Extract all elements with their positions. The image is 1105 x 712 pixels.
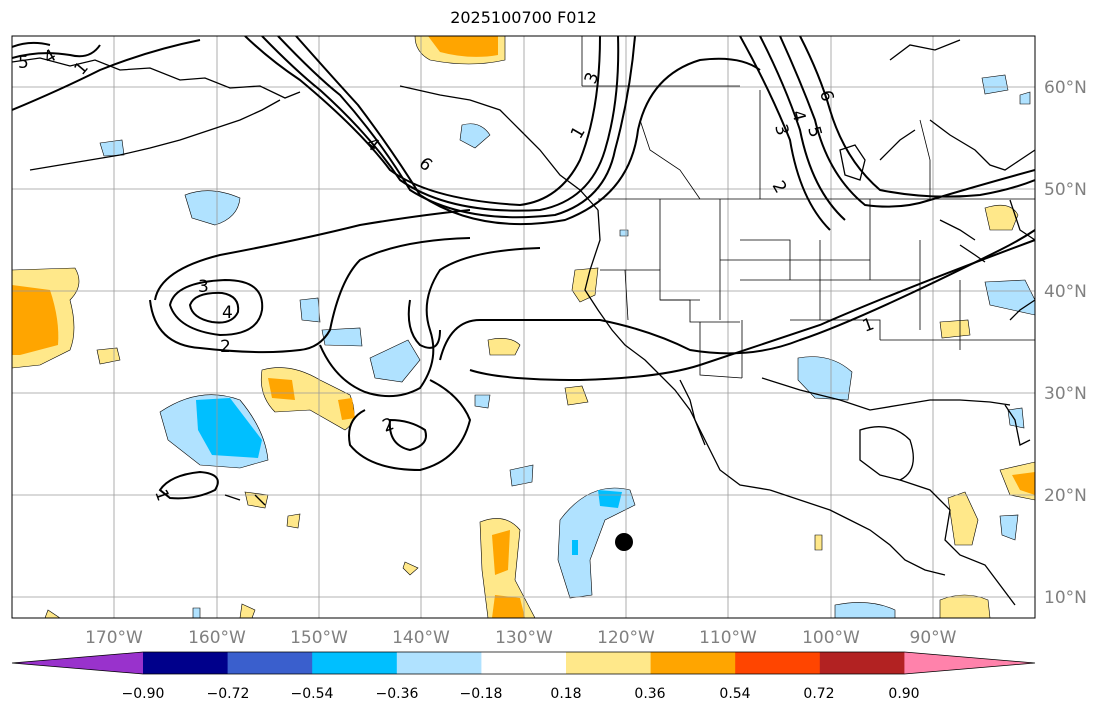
colorbar-tick: 0.72 — [803, 686, 834, 702]
colorbar-segment — [566, 652, 652, 674]
lon-label: 120°W — [597, 628, 655, 648]
colorbar-segment — [227, 652, 313, 674]
lat-label: 50°N — [1044, 180, 1087, 200]
colorbar-segment — [143, 652, 229, 674]
svg-text:3: 3 — [770, 122, 792, 138]
svg-text:2: 2 — [220, 337, 231, 357]
svg-text:6: 6 — [815, 88, 837, 104]
colorbar-segment — [650, 652, 736, 674]
colorbar-segment — [396, 652, 482, 674]
colorbar-tick: 0.36 — [634, 686, 665, 702]
map-area — [12, 36, 1035, 618]
colorbar-segment — [312, 652, 398, 674]
lon-label: 100°W — [802, 628, 860, 648]
colorbar-extend-max — [904, 652, 1035, 674]
lat-label: 40°N — [1044, 282, 1087, 302]
colorbar-tick: −0.90 — [122, 686, 165, 702]
colorbar-ticks: −0.90 −0.72 −0.54 −0.36 −0.18 0.18 0.36 … — [122, 686, 920, 702]
lon-label: 90°W — [910, 628, 957, 648]
svg-text:3: 3 — [198, 277, 209, 297]
lon-label: 130°W — [495, 628, 553, 648]
political-borders — [581, 36, 1035, 379]
colorbar-tick: 0.90 — [888, 686, 919, 702]
colorbar-extend-min — [12, 652, 143, 674]
storm-center-marker — [615, 533, 633, 551]
lat-label: 20°N — [1044, 486, 1087, 506]
svg-text:4: 4 — [787, 108, 809, 124]
colorbar-tick: 0.18 — [550, 686, 581, 702]
lon-label: 140°W — [392, 628, 450, 648]
latitude-labels: 60°N 50°N 40°N 30°N 20°N 10°N — [1044, 78, 1087, 608]
colorbar-tick: −0.18 — [460, 686, 503, 702]
lat-label: 60°N — [1044, 78, 1087, 98]
colorbar — [11, 651, 1036, 675]
lat-label: 30°N — [1044, 384, 1087, 404]
graticule — [12, 36, 1035, 618]
height-contours — [12, 36, 1035, 500]
colorbar-segment — [735, 652, 821, 674]
svg-text:4: 4 — [222, 303, 233, 323]
lon-label: 170°W — [85, 628, 143, 648]
lon-label: 160°W — [188, 628, 246, 648]
lat-label: 10°N — [1044, 588, 1087, 608]
svg-text:5: 5 — [803, 124, 825, 140]
colorbar-outline — [11, 651, 1036, 675]
lon-label: 110°W — [699, 628, 757, 648]
coastlines — [12, 39, 1035, 606]
colorbar-tick: 0.54 — [719, 686, 750, 702]
map-frame — [11, 35, 1036, 619]
colorbar-tick: −0.54 — [291, 686, 334, 702]
anomaly-shading — [12, 36, 1035, 618]
map-title: 2025100700 F012 — [450, 8, 597, 27]
colorbar-segment — [819, 652, 905, 674]
longitude-labels: 170°W 160°W 150°W 140°W 130°W 120°W 110°… — [85, 628, 957, 648]
colorbar-tick: −0.72 — [207, 686, 250, 702]
colorbar-tick: −0.36 — [376, 686, 419, 702]
colorbar-segment — [481, 652, 567, 674]
svg-text:5: 5 — [18, 53, 29, 73]
lon-label: 150°W — [290, 628, 348, 648]
